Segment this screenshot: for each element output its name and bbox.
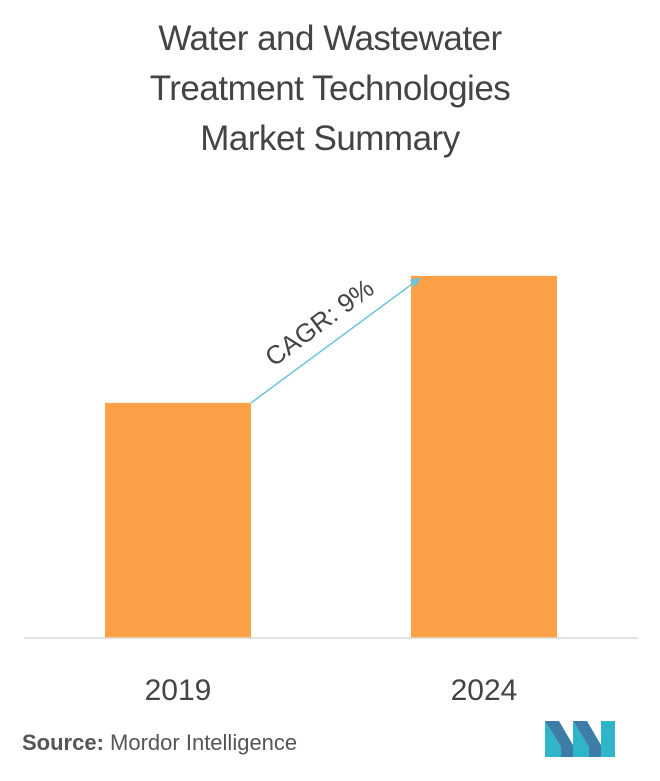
x-tick-label-2024: 2024 [451, 674, 518, 707]
x-tick-labels: 2019 2024 [145, 674, 518, 707]
chart-title: Water and Wastewater Treatment Technolog… [0, 14, 660, 164]
mordor-intelligence-logo-icon [545, 721, 615, 757]
chart-title-line-3: Market Summary [200, 119, 460, 158]
source-note: Source: Mordor Intelligence [22, 730, 297, 756]
source-label: Source: [22, 730, 104, 755]
cagr-annotation: CAGR: 9% [259, 273, 379, 373]
cagr-arrow [250, 277, 421, 404]
chart-title-line-1: Water and Wastewater [158, 19, 502, 58]
bars-layer [105, 275, 557, 638]
bar-2019 [105, 402, 251, 638]
source-text: Mordor Intelligence [110, 730, 298, 755]
bar-2024 [411, 275, 557, 638]
chart-title-line-2: Treatment Technologies [149, 69, 511, 108]
x-tick-label-2019: 2019 [145, 674, 212, 707]
